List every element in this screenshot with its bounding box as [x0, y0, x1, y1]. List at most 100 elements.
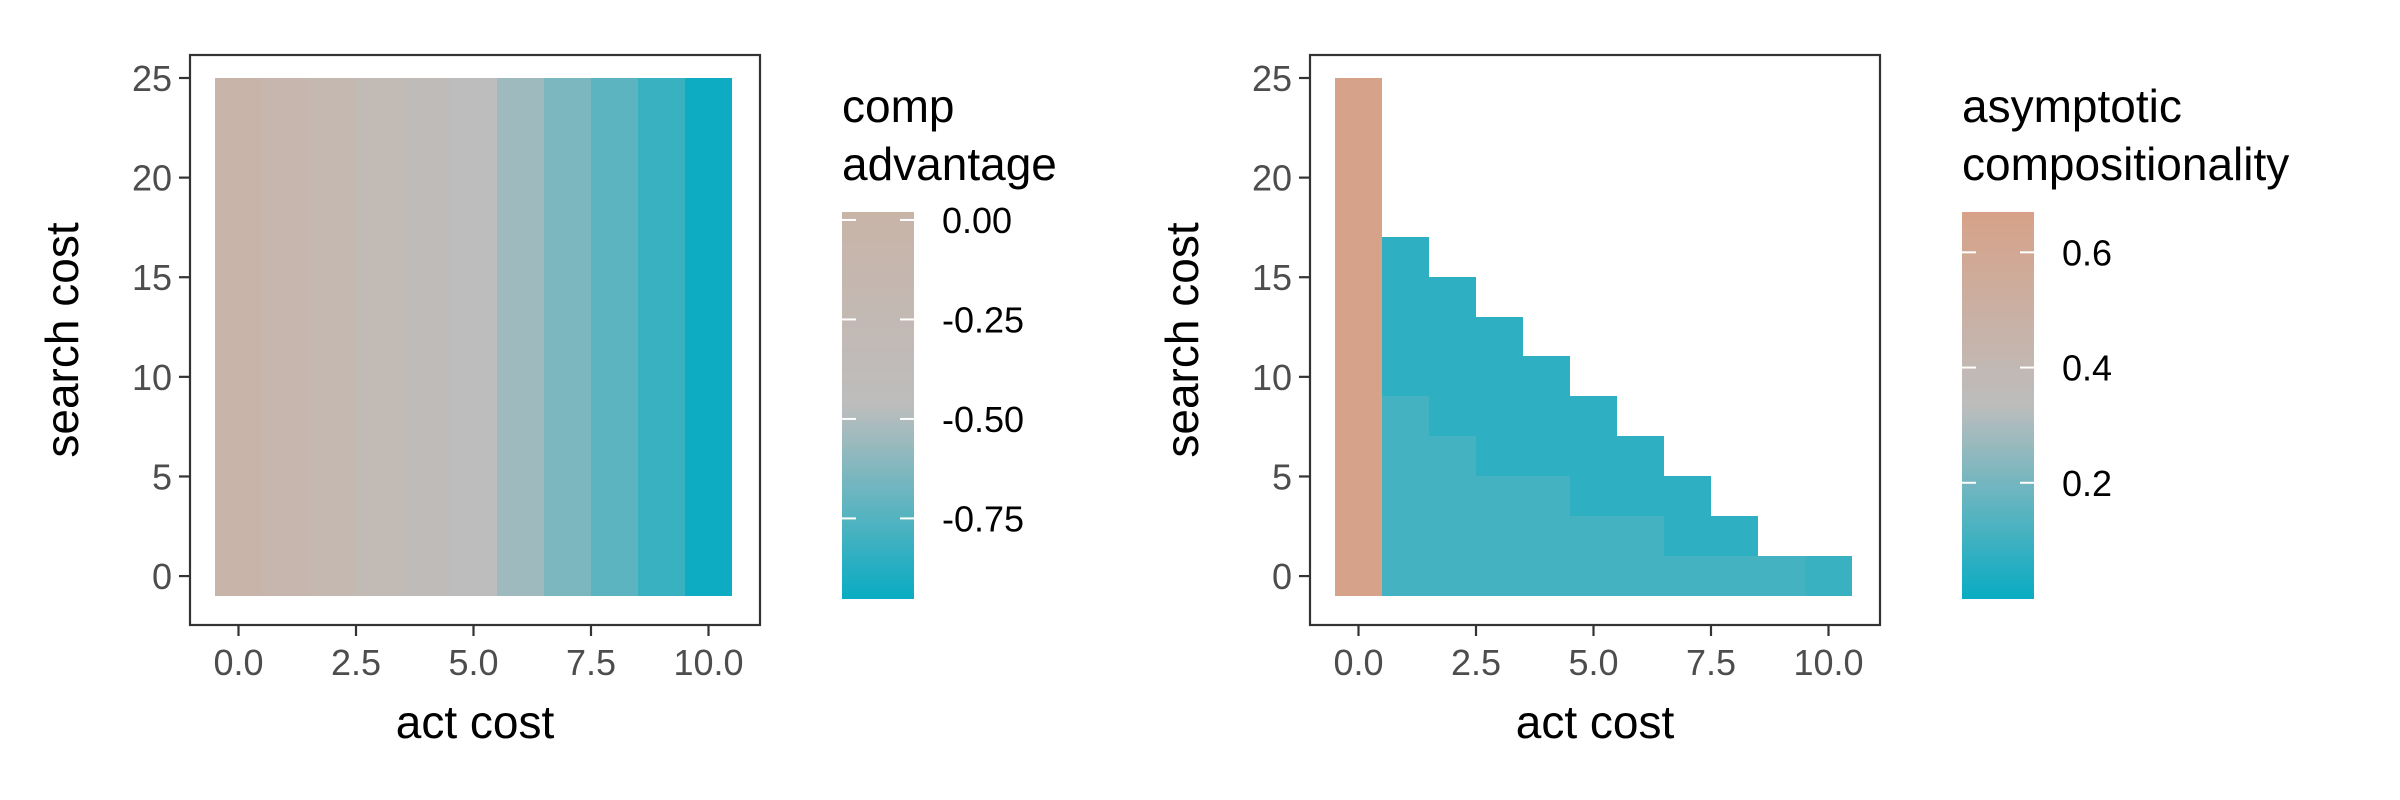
heatmap-cell [1523, 476, 1570, 596]
legend-colorbar-segment [1962, 529, 2034, 535]
legend-colorbar-segment [1962, 465, 2034, 471]
legend-colorbar-segment [1962, 264, 2034, 270]
legend-colorbar-segment [842, 537, 914, 543]
legend-colorbar-segment [842, 409, 914, 415]
legend-colorbar-segment [1962, 445, 2034, 451]
legend-colorbar-segment [1962, 380, 2034, 386]
y-tick-label: 5 [1272, 456, 1292, 497]
legend-colorbar-segment [842, 360, 914, 366]
legend-colorbar-segment [842, 561, 914, 567]
x-tick-label: 5.0 [448, 642, 498, 683]
legend-colorbar-segment [842, 529, 914, 535]
legend-colorbar-segment [842, 296, 914, 302]
legend-colorbar-segment [1962, 304, 2034, 310]
legend-colorbar-segment [842, 501, 914, 507]
heatmap-column [685, 78, 732, 596]
legend-label: 0.6 [2062, 232, 2112, 273]
legend-colorbar-segment [842, 348, 914, 354]
y-tick-label: 10 [132, 357, 172, 398]
legend-colorbar-segment [842, 300, 914, 306]
legend-colorbar-segment [842, 557, 914, 563]
legend-colorbar-segment [1962, 316, 2034, 322]
legend-colorbar-segment [1962, 216, 2034, 222]
legend-colorbar-segment [1962, 364, 2034, 370]
legend-colorbar-segment [1962, 300, 2034, 306]
legend-colorbar-segment [842, 461, 914, 467]
legend-colorbar-segment [1962, 356, 2034, 362]
heatmap-asymptotic-compositionality: 0.0 2.5 5.0 7.5 10.0 0 5 10 15 20 25 act cost search… [1156, 53, 2289, 748]
heatmap-column [544, 78, 591, 596]
legend-label: 0.2 [2062, 463, 2112, 504]
legend-title: compositionality [1962, 138, 2289, 190]
legend-colorbar-segment [1962, 296, 2034, 302]
legend-colorbar-segment [1962, 328, 2034, 334]
legend-colorbar-segment [1962, 589, 2034, 595]
legend-colorbar-segment [842, 445, 914, 451]
heatmap-cell [1429, 277, 1476, 437]
legend-colorbar-segment [842, 425, 914, 431]
legend-colorbar-segment [1962, 228, 2034, 234]
legend-colorbar-segment [1962, 481, 2034, 487]
y-tick-label: 10 [1252, 357, 1292, 398]
x-tick-label: 10.0 [673, 642, 743, 683]
heatmap-cell [1664, 556, 1711, 596]
legend-colorbar-segment [1962, 525, 2034, 531]
legend-colorbar-segment [1962, 453, 2034, 459]
legend-colorbar-segment [1962, 224, 2034, 230]
legend-colorbar-segment [842, 453, 914, 459]
legend-colorbar-segment [842, 384, 914, 390]
legend-colorbar-segment [842, 228, 914, 234]
x-tick-label: 7.5 [566, 642, 616, 683]
heatmap-cell [1617, 436, 1664, 517]
legend-colorbar-segment [1962, 489, 2034, 495]
legend-colorbar-segment [1962, 469, 2034, 475]
legend-colorbar-segment [1962, 332, 2034, 338]
legend-colorbar-segment [842, 288, 914, 294]
legend-colorbar-segment [1962, 449, 2034, 455]
legend-colorbar-segment [1962, 441, 2034, 447]
legend-colorbar-segment [1962, 593, 2034, 599]
heatmap-cell [1570, 516, 1617, 596]
x-tick-label: 7.5 [1686, 642, 1736, 683]
heatmap-column [591, 78, 638, 596]
y-tick-label: 15 [132, 257, 172, 298]
legend-colorbar-segment [1962, 352, 2034, 358]
legend-colorbar-segment [1962, 409, 2034, 415]
x-tick-label: 10.0 [1793, 642, 1863, 683]
legend-colorbar-segment [1962, 541, 2034, 547]
legend-colorbar-segment [842, 417, 914, 423]
legend-colorbar-segment [1962, 429, 2034, 435]
legend-colorbar-segment [1962, 493, 2034, 499]
legend-colorbar-segment [842, 400, 914, 406]
heatmap-comp-advantage: 0.0 2.5 5.0 7.5 10.0 0 5 10 15 20 25 act cost search… [36, 53, 1057, 748]
heatmap-column [262, 78, 309, 596]
heatmap-cell [1476, 476, 1523, 596]
x-tick-label: 2.5 [331, 642, 381, 683]
heatmap-column [497, 78, 544, 596]
legend-colorbar-segment [842, 212, 914, 218]
legend-colorbar-segment [842, 585, 914, 591]
legend-label: 0.4 [2062, 348, 2112, 389]
legend-colorbar-segment [842, 324, 914, 330]
legend-colorbar-segment [842, 232, 914, 238]
y-tick-label: 0 [1272, 556, 1292, 597]
legend-colorbar-segment [842, 260, 914, 266]
legend-colorbar-segment [1962, 405, 2034, 411]
legend-colorbar-segment [842, 236, 914, 242]
legend-colorbar-segment [1962, 413, 2034, 419]
legend-colorbar-segment [1962, 400, 2034, 406]
legend-colorbar-segment [1962, 348, 2034, 354]
legend-colorbar-segment [842, 248, 914, 254]
legend-colorbar-segment [842, 589, 914, 595]
legend-colorbar-segment [842, 441, 914, 447]
legend-colorbar-segment [842, 565, 914, 571]
legend-colorbar-segment [1962, 336, 2034, 342]
legend-colorbar-segment [842, 569, 914, 575]
heatmap-cell [1382, 237, 1429, 397]
heatmap-cell [1429, 436, 1476, 596]
legend-colorbar-segment [1962, 573, 2034, 579]
legend-colorbar-segment [1962, 501, 2034, 507]
legend-colorbar-segment [1962, 284, 2034, 290]
legend-colorbar-segment [842, 469, 914, 475]
